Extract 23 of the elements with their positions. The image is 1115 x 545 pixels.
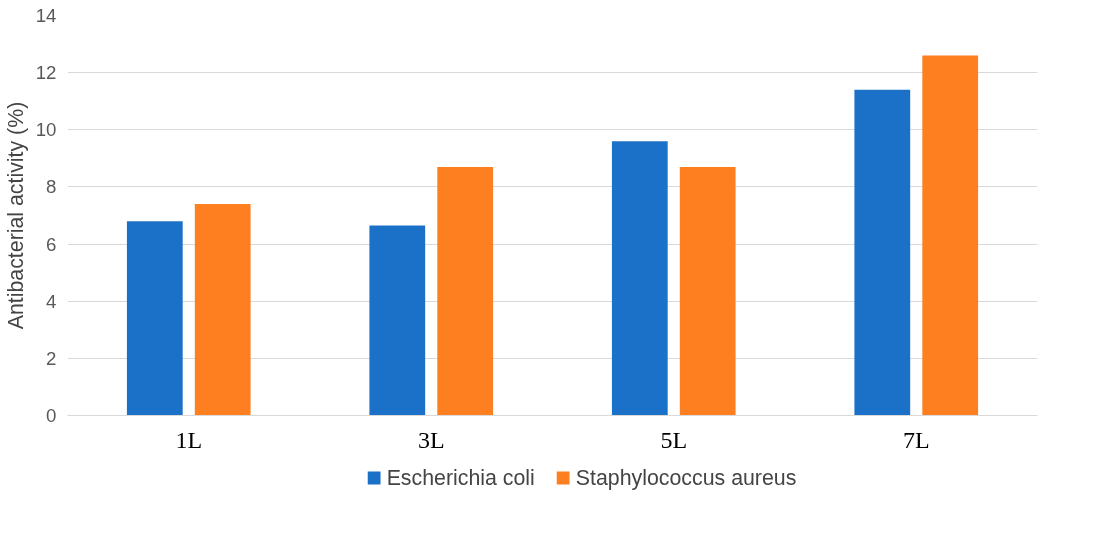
y-tick-label: 8 (46, 176, 57, 198)
bar (854, 89, 911, 416)
bar (369, 225, 426, 416)
y-tick-label: 6 (46, 233, 57, 255)
y-tick-label: 12 (35, 62, 57, 84)
y-tick-label: 0 (46, 405, 57, 426)
y-tick-label: 10 (35, 119, 57, 141)
legend-label: Escherichia coli (386, 465, 535, 490)
bar (922, 55, 979, 416)
y-axis-title: Antibacterial activity (%) (3, 101, 28, 330)
bar (679, 166, 736, 416)
y-tick-label: 4 (46, 290, 57, 312)
x-tick-label: 1L (175, 426, 203, 453)
y-tick-label: 14 (35, 5, 57, 26)
x-tick-label: 5L (660, 426, 688, 453)
bar (611, 141, 668, 416)
x-tick-label: 7L (902, 426, 930, 453)
bar (194, 204, 251, 416)
x-tick-label: 3L (417, 426, 445, 453)
bar (126, 221, 183, 416)
y-tick-label: 2 (46, 347, 57, 369)
bar (437, 166, 494, 416)
legend-label: Staphylococcus aureus (575, 465, 797, 490)
